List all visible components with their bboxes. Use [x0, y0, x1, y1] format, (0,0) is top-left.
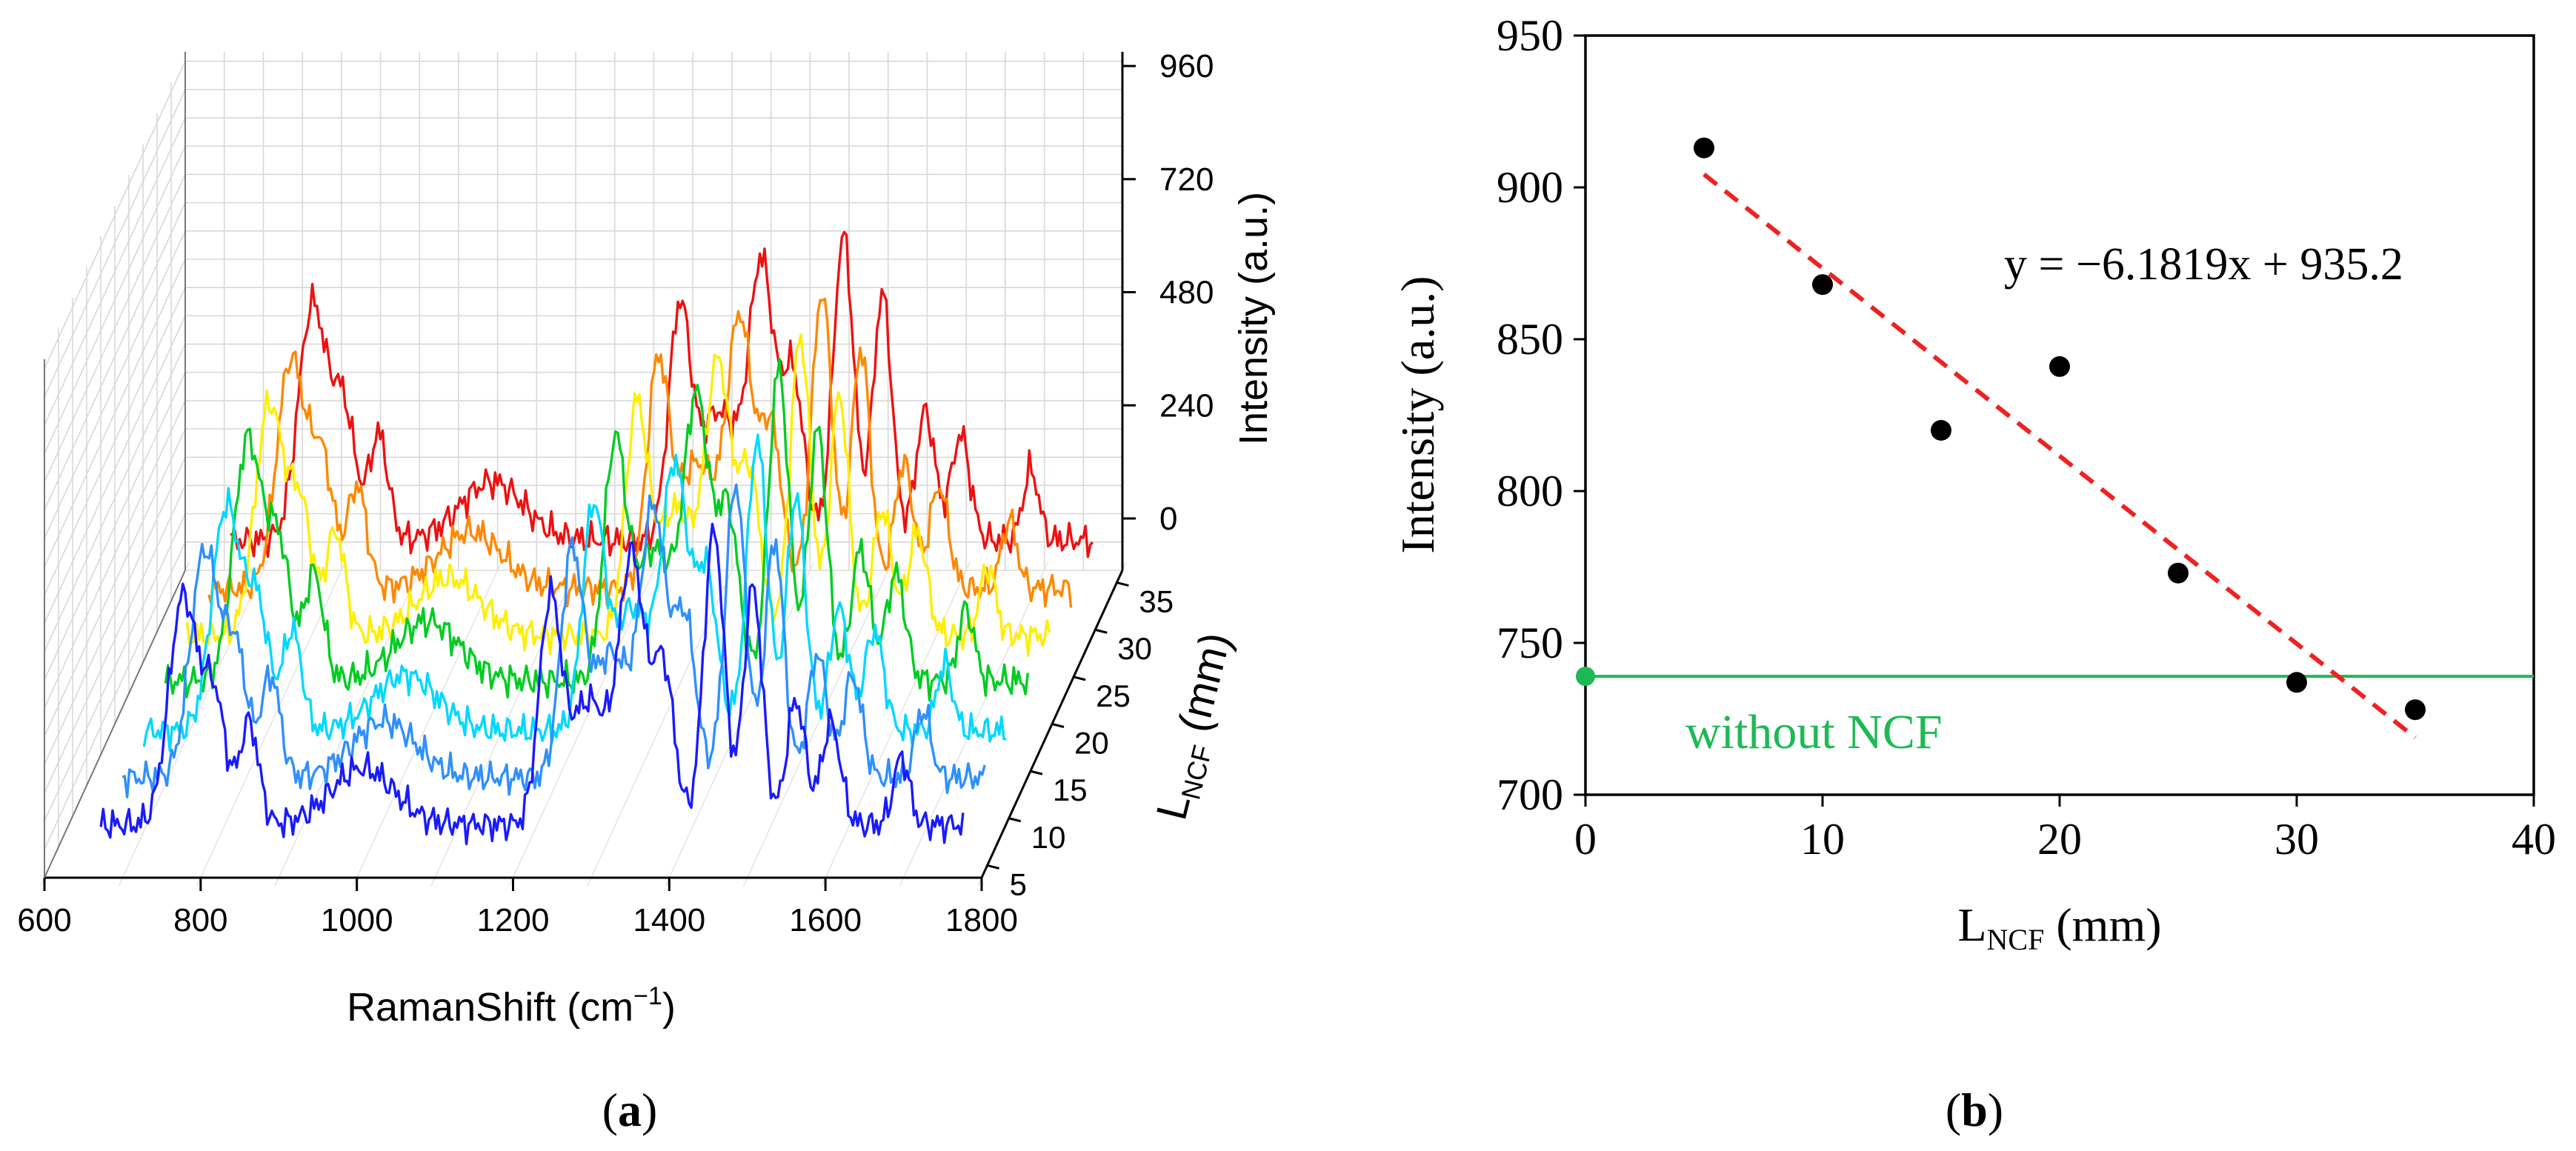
z-tick [1051, 723, 1065, 728]
y-tick-label: 480 [1159, 275, 1214, 311]
panel-a-y-tick-labels: 0 240 480 720 960 [1159, 48, 1214, 537]
grid-line [118, 561, 268, 887]
spectrum-5mm [99, 522, 965, 846]
spectrum-10mm [122, 483, 986, 798]
panel-b-plot-frame [1584, 34, 2535, 796]
y-tick-label: 800 [1497, 467, 1563, 516]
x-tick-label: 1600 [789, 902, 862, 938]
x-tick-label: 20 [2037, 815, 2082, 864]
z-tick-label: 15 [1053, 773, 1088, 807]
z-tick-label: 30 [1117, 631, 1152, 666]
panel-a-z-axis-label: LNCF (mm) [1147, 627, 1245, 825]
panel-b-fit-equation: y = −6.1819x + 935.2 [2004, 239, 2403, 290]
z-tick [1008, 817, 1022, 823]
x-tick-label: 30 [2274, 815, 2319, 864]
fit-line [1703, 173, 2417, 740]
panel-a-x-tick-labels: 600 800 1000 1200 1400 1600 1800 [17, 902, 1018, 938]
z-tick-label: 20 [1074, 726, 1109, 761]
spectrum-30mm [207, 297, 1073, 608]
y-tick-label: 750 [1497, 618, 1563, 667]
panel-b-caption: (b) [1946, 1084, 2003, 1136]
x-tick-label: 1200 [477, 902, 550, 938]
panel-a-waterfall-chart: 600 800 1000 1200 1400 1600 1800 0 240 480 720 960… [17, 48, 1276, 1136]
panel-b-scatter-chart: 0 10 20 30 40 700 750 800 850 900 950 y = −6.1819x… [1391, 11, 2556, 1136]
data-point [2405, 699, 2426, 721]
x-tick-label: 0 [1574, 815, 1597, 864]
grid-line [587, 561, 736, 887]
y-tick-label: 720 [1159, 161, 1214, 198]
y-tick-label: 960 [1159, 48, 1214, 84]
x-tick-label: 1800 [945, 902, 1018, 938]
panel-a-grid [40, 52, 1127, 887]
spectrum-35mm [230, 230, 1094, 558]
panel-a-y-axis-label: Intensity (a.u.) [1231, 192, 1276, 445]
floor-edge [44, 570, 186, 878]
y-tick-label: 700 [1497, 770, 1563, 819]
y-tick-label: 240 [1159, 387, 1214, 424]
z-tick [1116, 581, 1129, 587]
panel-b-ticks: 0 10 20 30 40 700 750 800 850 900 950 [1497, 11, 2556, 864]
data-point [2168, 562, 2189, 584]
z-tick-label: 25 [1096, 678, 1131, 713]
grid-line [352, 561, 502, 887]
panel-b-points [1694, 137, 2426, 721]
z-tick-label: 5 [1010, 867, 1027, 901]
x-tick-label: 1000 [321, 902, 393, 938]
y-tick-label: 950 [1497, 11, 1563, 60]
y-tick-label: 850 [1497, 315, 1563, 364]
panel-a-x-axis-label: RamanShift (cm−1) [347, 982, 676, 1030]
grid-line [899, 561, 1049, 887]
x-tick-label: 600 [17, 902, 71, 938]
baseline-marker [1576, 667, 1595, 687]
x-tick-label: 10 [1800, 815, 1845, 864]
data-point [1812, 274, 1833, 296]
x-tick-label: 40 [2512, 815, 2556, 864]
panel-a-axes [43, 52, 1136, 891]
x-tick-label: 1400 [633, 902, 705, 938]
z-tick [1094, 628, 1108, 634]
panel-b-x-axis-label: LNCF (mm) [1957, 898, 2161, 956]
data-point [2286, 672, 2307, 693]
panel-b-baseline [1576, 667, 2534, 687]
y-tick-label: 900 [1497, 163, 1563, 212]
panel-a-series-group [99, 230, 1094, 846]
panel-b-fit-line-group [1703, 173, 2417, 740]
data-point [1931, 420, 1951, 441]
panel-b-baseline-label: without NCF [1685, 705, 1943, 759]
z-tick [987, 864, 999, 870]
data-point [1694, 137, 1714, 159]
grid-line [742, 561, 893, 887]
data-point [2049, 356, 2070, 377]
spectrum-25mm [186, 333, 1051, 657]
grid-line [430, 561, 580, 887]
panel-b-y-axis-label: Intensity (a.u.) [1391, 276, 1444, 554]
x-tick-label: 800 [173, 902, 227, 938]
panel-a-z-tick-labels: 510 15 20 25 30 35 [1010, 584, 1174, 902]
spectrum-20mm [164, 358, 1029, 702]
z-tick-label: 35 [1139, 584, 1174, 619]
z-tick [1073, 675, 1086, 681]
grid-line [196, 561, 346, 887]
z-tick [1030, 770, 1043, 775]
y-tick-label: 0 [1159, 501, 1177, 537]
z-tick-label: 10 [1031, 820, 1066, 855]
panel-a-caption: (a) [602, 1084, 658, 1136]
spectrum-15mm [142, 433, 1007, 752]
